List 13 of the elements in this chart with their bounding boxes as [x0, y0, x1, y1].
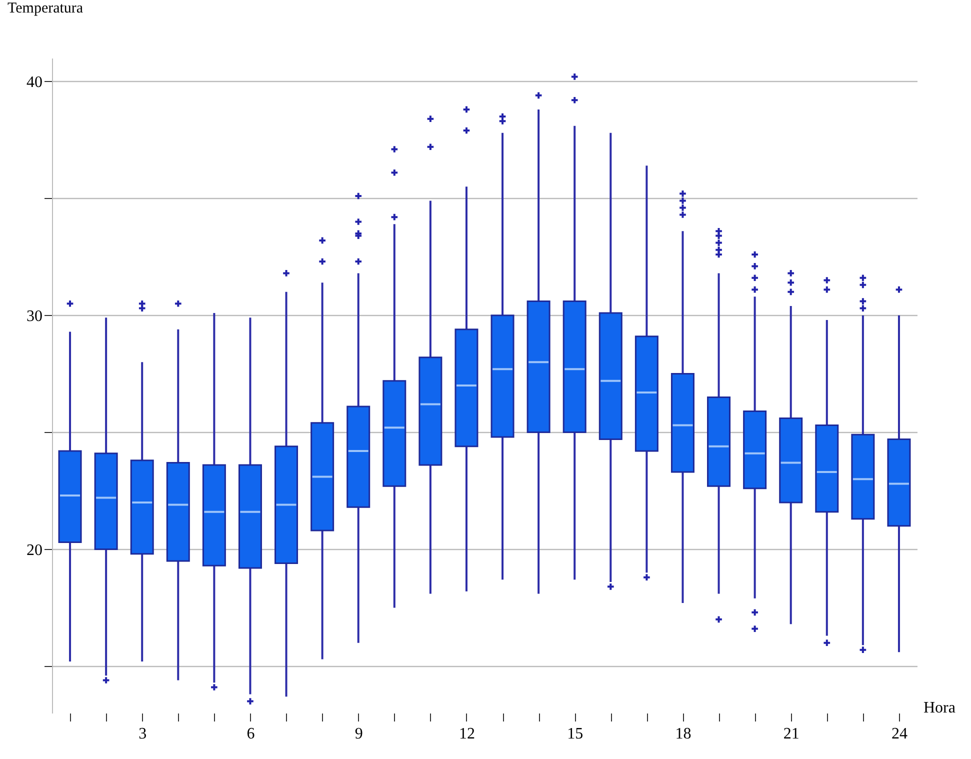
x-axis-title: Hora: [924, 700, 956, 716]
x-tick-label: 24: [891, 726, 908, 742]
x-tick-label: 12: [458, 726, 475, 742]
x-tick-label: 15: [567, 726, 584, 742]
y-tick-label: 40: [26, 74, 42, 91]
y-tick-label: 20: [26, 542, 42, 559]
x-tick-label: 18: [675, 726, 692, 742]
y-axis-title: Temperatura: [8, 0, 84, 16]
x-tick-label: 3: [138, 726, 147, 742]
x-tick-label: 9: [354, 726, 363, 742]
x-tick-label: 6: [246, 726, 255, 742]
y-tick-label: 30: [26, 308, 42, 325]
x-tick-label: 21: [783, 726, 800, 742]
